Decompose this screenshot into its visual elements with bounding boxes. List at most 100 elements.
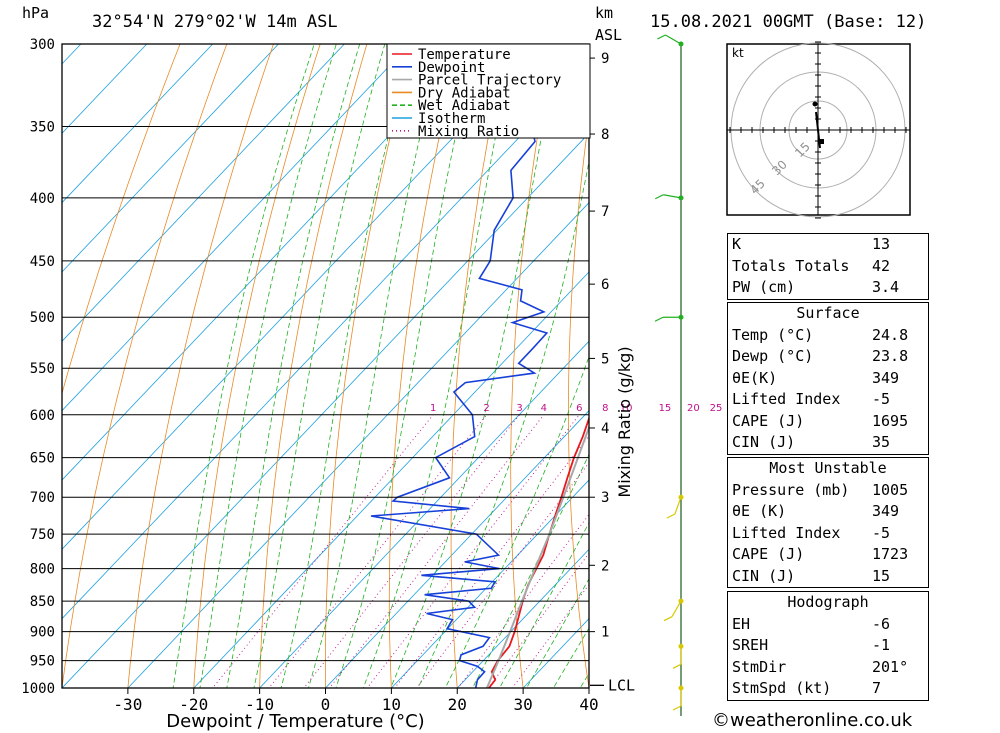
isotherm-line <box>193 271 589 688</box>
km-label: km <box>595 4 614 22</box>
mixing-ratio-line <box>487 552 589 688</box>
mixing-ratio-label: 10 <box>620 403 633 414</box>
mixing-ratio-label: 4 <box>541 403 547 414</box>
surface-row: Dewp (°C) 23.8 <box>732 347 909 365</box>
km-tick-label: 3 <box>601 490 609 506</box>
km-tick-label: 5 <box>601 351 609 367</box>
most-unstable-table: Most Unstable Pressure (mb) 1005 θE (K) 34… <box>727 457 929 588</box>
km-tick-label: 6 <box>601 277 609 293</box>
wet-adiabat-line <box>280 44 413 688</box>
mixing-ratio-label: 1 <box>430 403 436 414</box>
isotherm-line <box>127 202 589 688</box>
most-unstable-row: CIN (J) 15 <box>732 566 891 585</box>
legend-label: Wet Adiabat <box>418 98 511 114</box>
legend-label: Dry Adiabat <box>418 85 511 101</box>
temperature-series-line <box>488 415 589 688</box>
mixing-ratio-line <box>366 414 580 688</box>
most-unstable-title: Most Unstable <box>769 459 887 477</box>
isotherm-line <box>391 479 589 688</box>
isotherm-line <box>62 44 213 204</box>
plot-area <box>0 7 1000 714</box>
km-tick-label: 2 <box>601 558 609 574</box>
isotherm-line <box>0 44 15 688</box>
dry-adiabat-line <box>324 44 415 688</box>
wind-barb-flag <box>663 616 673 622</box>
isotherm-line <box>259 340 589 688</box>
dry-adiabat-line <box>927 7 1000 714</box>
pressure-tick-label: 550 <box>30 361 55 377</box>
isotherm-line <box>62 44 279 273</box>
pressure-tick-label: 500 <box>30 310 55 326</box>
pressure-tick-label: 300 <box>30 37 55 53</box>
wet-adiabat-line <box>199 44 337 688</box>
hodograph-table-title: Hodograph <box>787 593 869 611</box>
legend-box <box>386 43 591 139</box>
parcel-trajectory-series-line <box>485 424 589 688</box>
hodograph-row: SREH -1 <box>732 636 891 654</box>
x-tick-label: 40 <box>579 695 598 714</box>
km-tick-label: 7 <box>601 204 609 220</box>
hodograph-row: EH -6 <box>732 614 891 633</box>
pressure-tick-label: 800 <box>30 562 55 578</box>
legend-label: Isotherm <box>418 111 485 127</box>
hodograph-point <box>812 101 818 107</box>
x-tick-label: -10 <box>245 695 274 714</box>
pressure-tick-label: 900 <box>30 625 55 641</box>
most-unstable-row: Pressure (mb) 1005 <box>732 480 909 499</box>
surface-row: Lifted Index -5 <box>732 390 891 408</box>
mixing-ratio-line <box>328 414 545 688</box>
wet-adiabat-line <box>390 44 561 688</box>
legend-label: Mixing Ratio <box>418 124 519 140</box>
mixing-ratio-line <box>212 414 434 688</box>
pressure-tick-label: 1000 <box>21 681 55 697</box>
index-row: Totals Totals 42 <box>732 256 891 275</box>
legend-label: Temperature <box>418 47 511 63</box>
storm-motion-marker <box>819 139 824 144</box>
isotherm-line <box>62 44 411 412</box>
dry-adiabat-line <box>193 44 321 688</box>
surface-row: Temp (°C) 24.8 <box>732 325 909 344</box>
lcl-label: LCL <box>608 676 635 694</box>
legend-label: Dewpoint <box>418 60 485 76</box>
hodograph-row: StmDir 201° <box>732 657 909 676</box>
pressure-tick-label: 950 <box>30 654 55 670</box>
wind-barb-staff <box>663 194 682 199</box>
surface-row: CIN (J) 35 <box>732 433 891 451</box>
asl-label: ASL <box>595 26 623 44</box>
mixing-ratio-line <box>303 414 520 688</box>
x-tick-label: 20 <box>448 695 467 714</box>
surface-row: CAPE (J) 1695 <box>732 411 909 430</box>
dry-adiabat-line <box>679 7 727 714</box>
most-unstable-row: CAPE (J) 1723 <box>732 545 909 563</box>
pressure-tick-label: 450 <box>30 254 55 270</box>
wet-adiabat-line <box>226 44 361 688</box>
pressure-tick-label: 400 <box>30 191 55 207</box>
km-tick-label: 8 <box>601 127 609 143</box>
wet-adiabat-line <box>526 577 589 688</box>
wind-barb-flag <box>654 316 664 322</box>
wet-adiabat-line <box>417 159 589 688</box>
index-row: K 13 <box>732 235 891 253</box>
wind-barb-staff <box>671 600 682 617</box>
wet-adiabat-line <box>253 44 386 688</box>
index-row: PW (cm) 3.4 <box>732 278 900 296</box>
wind-barb-flag <box>672 663 682 669</box>
mixing-ratio-label: 25 <box>710 403 723 414</box>
wind-barb-flag <box>657 34 666 40</box>
dry-adiabat-line <box>388 44 461 688</box>
most-unstable-row: θE (K) 349 <box>732 502 900 520</box>
isotherm-line <box>62 44 477 481</box>
x-tick-label: -30 <box>113 695 142 714</box>
dry-adiabat-line <box>62 44 228 688</box>
wet-adiabat-line <box>472 453 589 688</box>
isotherm-line <box>62 132 589 688</box>
mixing-ratio-label: 6 <box>576 403 582 414</box>
dry-adiabat-line <box>510 44 555 688</box>
wet-adiabat-line <box>308 44 443 688</box>
wind-barb-flag <box>672 705 682 711</box>
indices-table: K 13 Totals Totals 42 PW (cm) 3.4 <box>727 233 929 300</box>
copyright-link[interactable]: ©weatheronline.co.uk <box>712 710 913 731</box>
dry-adiabat-line <box>259 44 368 688</box>
